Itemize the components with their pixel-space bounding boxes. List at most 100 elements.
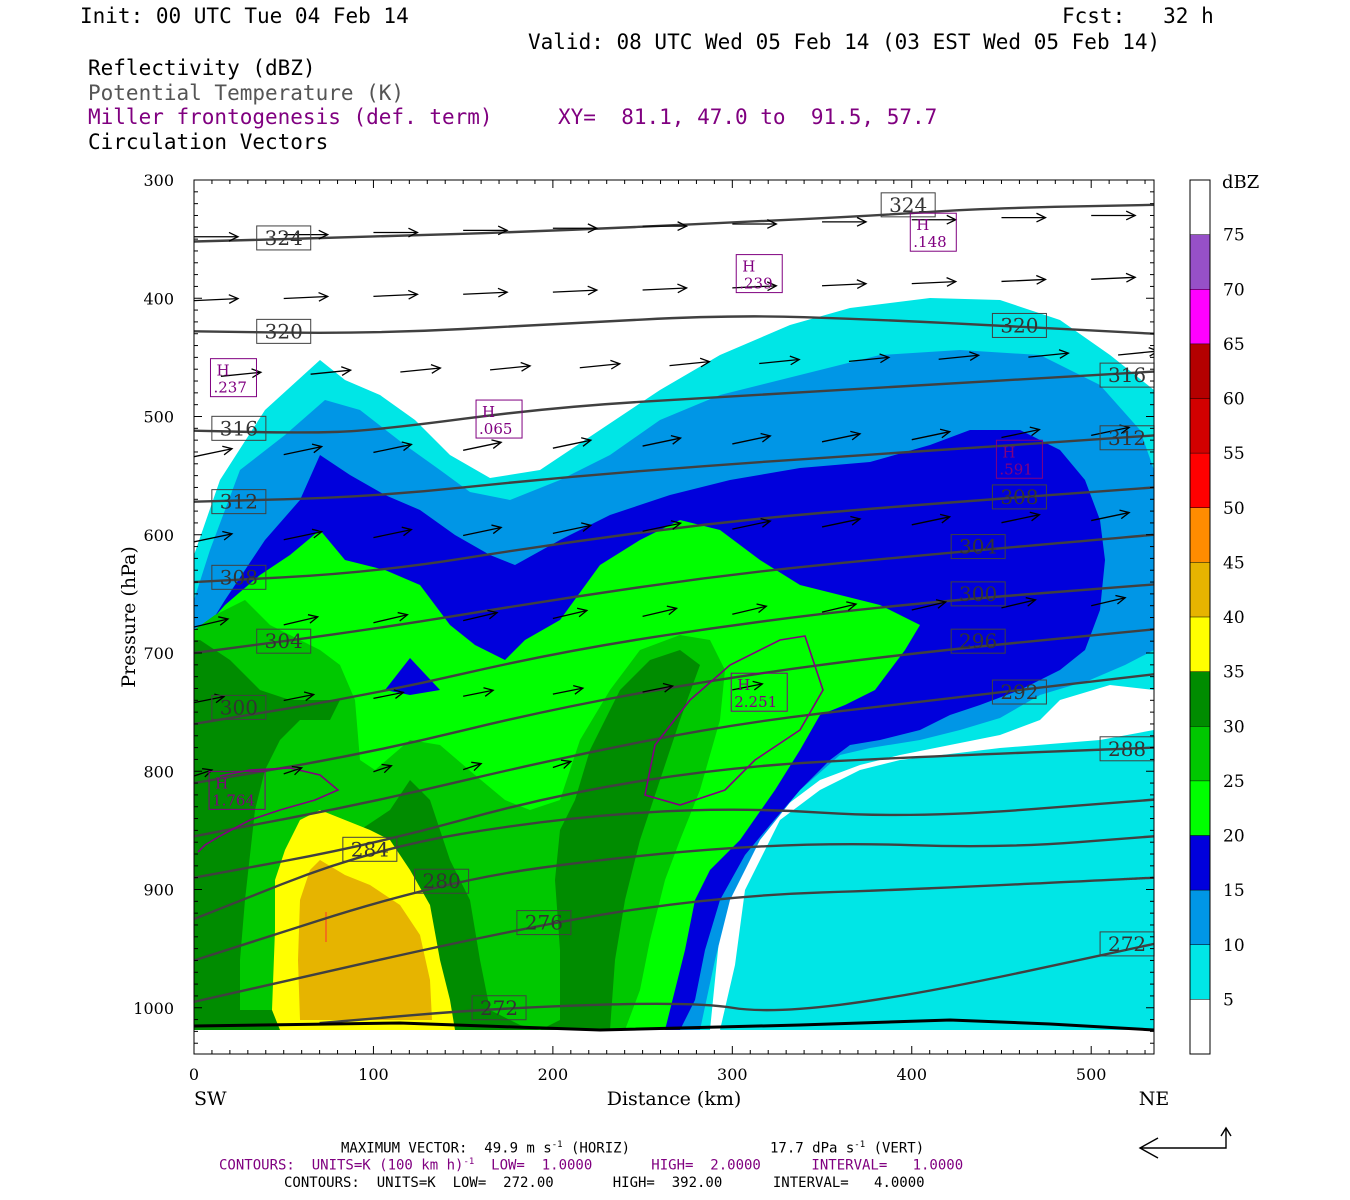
vector-arrow <box>194 445 234 458</box>
svg-text:.065: .065 <box>479 420 512 438</box>
colorbar-label: 60 <box>1223 390 1245 410</box>
frontogenesis-contour-2 <box>197 767 340 853</box>
theta-contours <box>194 203 1154 1025</box>
theta-label-308-1: 308 <box>991 484 1047 510</box>
theta-label-304-1: 304 <box>950 534 1006 560</box>
svg-text:.591: .591 <box>999 460 1032 478</box>
vector-arrow <box>1001 274 1047 285</box>
vector-arrow <box>732 219 778 229</box>
vector-arrow <box>642 682 675 693</box>
colorbar-bin <box>1190 289 1210 344</box>
theta-contour-272 <box>319 942 1154 1025</box>
x-tick-label: 500 <box>1076 1065 1107 1084</box>
vector-arrow <box>732 680 764 691</box>
theta-label-304-0: 304 <box>256 628 312 654</box>
max-vector-horiz: MAXIMUM VECTOR: 49.9 m s-1 (HORIZ) <box>341 1140 631 1157</box>
cross-section-endpoints: XY= 81.1, 47.0 to 91.5, 57.7 <box>558 105 938 129</box>
frontogenesis-max-1: H.065 <box>475 399 523 439</box>
svg-text:300: 300 <box>220 695 258 719</box>
theta-label-308-0: 308 <box>211 564 267 590</box>
vector-arrow <box>310 366 353 376</box>
theta-label-296-0: 296 <box>950 628 1006 654</box>
colorbar: 5 10 15 20 25 30 35 40 45 50 55 60 65 70 75 dBZ <box>1189 172 1259 1055</box>
svg-text:308: 308 <box>220 565 258 589</box>
colorbar-bin <box>1190 180 1210 235</box>
vector-arrow <box>373 441 413 454</box>
y-tick-label: 500 <box>143 408 174 427</box>
vector-arrow <box>194 231 240 242</box>
vector-arrow <box>283 765 304 776</box>
theta-contour-324 <box>194 203 1154 243</box>
svg-text:272: 272 <box>480 996 518 1020</box>
vector-arrow <box>732 432 772 445</box>
vector-arrow <box>463 287 509 298</box>
colorbar-label: 50 <box>1223 499 1245 519</box>
svg-text:300: 300 <box>959 582 997 606</box>
svg-text:288: 288 <box>1108 737 1146 761</box>
vector-arrow <box>463 225 509 236</box>
theta-label-320-0: 320 <box>256 318 312 344</box>
vector-arrow <box>490 361 532 372</box>
svg-text:312: 312 <box>1108 426 1146 450</box>
init-time: Init: 00 UTC Tue 04 Feb 14 <box>80 4 409 28</box>
svg-text:1.764: 1.764 <box>212 791 255 809</box>
theta-contour-316 <box>194 370 1154 434</box>
vector-arrow <box>821 430 862 443</box>
contours-frontogenesis-info: CONTOURS: UNITS=K (100 km h)-1 LOW= 1.00… <box>219 1157 964 1174</box>
theta-label-272-1: 272 <box>1099 931 1155 957</box>
colorbar-label: 30 <box>1223 717 1245 737</box>
vector-arrow <box>283 443 324 456</box>
vector-arrow <box>759 355 801 366</box>
svg-text:.148: .148 <box>913 233 946 251</box>
svg-text:308: 308 <box>1000 485 1038 509</box>
vector-arrow <box>552 223 599 234</box>
frontogenesis-max-0: H.237 <box>209 358 257 398</box>
vector-arrow <box>911 599 948 611</box>
vector-arrow <box>283 614 320 626</box>
vector-arrow <box>848 353 891 364</box>
svg-text:304: 304 <box>959 535 997 559</box>
theta-label-316-1: 316 <box>1099 362 1155 388</box>
vector-arrow <box>400 363 442 374</box>
ground-line <box>193 1018 1155 1032</box>
colorbar-label: 75 <box>1223 226 1245 246</box>
theta-contour-288 <box>194 746 1154 879</box>
vector-arrow <box>732 518 772 530</box>
colorbar-label: 45 <box>1223 553 1245 573</box>
vector-arrow <box>642 221 689 232</box>
y-tick-label: 400 <box>143 289 174 308</box>
vector-arrow <box>1091 509 1131 522</box>
x-tick-label: 0 <box>189 1065 199 1084</box>
field-reflectivity: Reflectivity (dBZ) <box>88 56 316 80</box>
vector-arrow <box>552 607 589 620</box>
frontogenesis-max-6: H1.764 <box>208 770 266 810</box>
field-frontogenesis: Miller frontogenesis (def. term) <box>88 105 493 129</box>
vector-arrow <box>1001 511 1041 524</box>
theta-contour-320 <box>194 315 1154 335</box>
vector-arrow <box>822 216 868 227</box>
theta-label-288-0: 288 <box>1099 736 1155 762</box>
vector-arrow <box>642 435 683 447</box>
vector-arrow <box>1091 272 1137 283</box>
vector-arrow <box>373 526 413 539</box>
colorbar-bin <box>1190 999 1210 1054</box>
theta-contour-284 <box>194 798 1154 921</box>
colorbar-label: 40 <box>1223 608 1245 628</box>
colorbar-bin <box>1190 726 1210 781</box>
colorbar-label: 20 <box>1223 827 1245 847</box>
svg-text:272: 272 <box>1108 932 1146 956</box>
vector-arrow <box>642 605 679 617</box>
svg-text:.239: .239 <box>739 275 772 293</box>
svg-text:H: H <box>215 774 228 792</box>
theta-contour-308 <box>194 486 1154 584</box>
reference-vector-icon <box>1138 1126 1232 1159</box>
svg-text:276: 276 <box>525 911 563 935</box>
vector-arrow <box>283 528 324 541</box>
vector-arrow <box>463 687 495 697</box>
vector-arrow <box>1028 349 1070 359</box>
valid-time: Valid: 08 UTC Wed 05 Feb 14 (03 EST Wed … <box>528 30 1161 54</box>
plot-frame <box>193 179 1155 1055</box>
vector-arrow <box>1001 426 1041 439</box>
svg-text:316: 316 <box>1108 363 1146 387</box>
